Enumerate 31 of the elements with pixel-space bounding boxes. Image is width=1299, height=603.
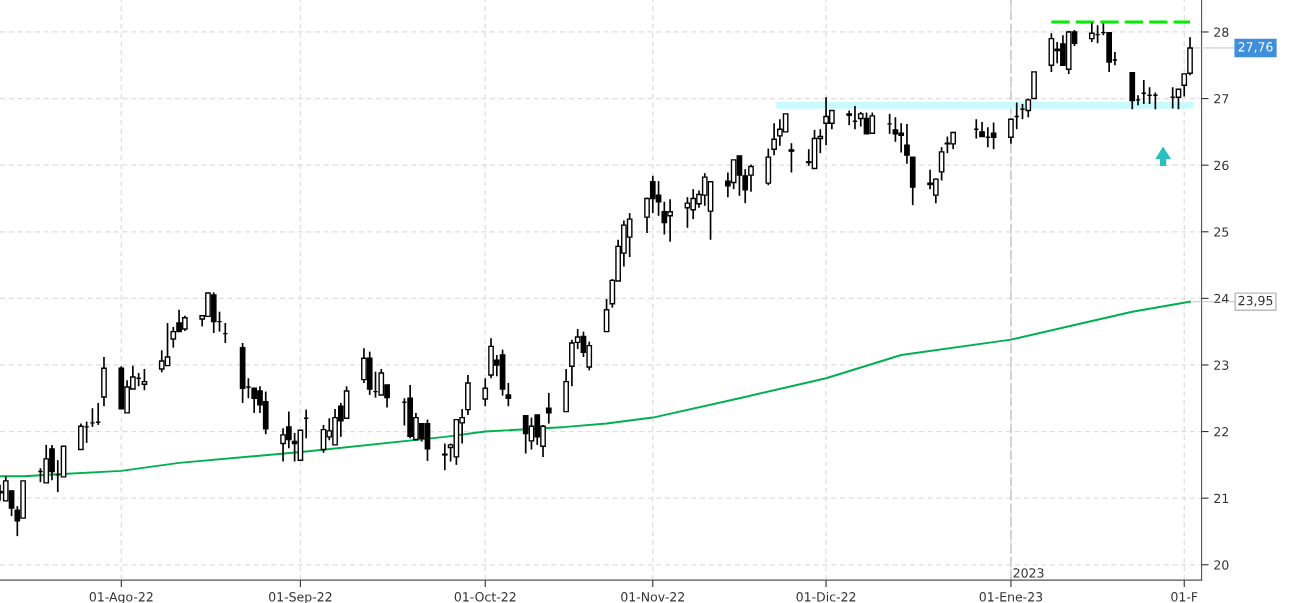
y-tick-label: 27 [1214, 94, 1229, 104]
x-tick-label: 01-Oct-22 [454, 592, 516, 602]
x-tick-label: 01-Dic-22 [796, 591, 856, 602]
y-tick-label: 24 [1214, 293, 1229, 304]
x-tick-label: 01-F [1171, 592, 1198, 602]
candlestick [771, 122, 777, 157]
y-tick-label: 26 [1214, 160, 1229, 171]
x-tick-label: 01-Nov-22 [621, 592, 684, 602]
annotation: 27,76 [1238, 42, 1273, 53]
y-tick-label: 20 [1214, 560, 1229, 570]
candlestick [904, 123, 910, 165]
y-tick-label: 28 [1214, 27, 1229, 37]
candlestick [141, 368, 148, 392]
x-tick-label: 01-Sep-22 [269, 592, 332, 603]
y-tick-label: 21 [1214, 493, 1229, 503]
ref-line-label: 2023 [1013, 568, 1044, 578]
x-tick-label: 01-Ago-22 [89, 592, 153, 603]
y-tick-label: 23 [1214, 360, 1229, 370]
x-tick-label: 01-Ene-23 [979, 592, 1043, 602]
annotation: 23,95 [1238, 295, 1273, 307]
y-tick-label: 22 [1214, 427, 1229, 437]
candlestick [938, 146, 945, 182]
candlestick [441, 442, 448, 472]
candlestick [545, 392, 552, 425]
candlestick [482, 377, 489, 408]
candlestick [788, 142, 795, 174]
candlestick [846, 109, 853, 127]
candlestick [505, 382, 512, 408]
y-tick-label: 25 [1214, 227, 1229, 237]
candlestick [1008, 118, 1014, 145]
line-series [0, 300, 1191, 478]
